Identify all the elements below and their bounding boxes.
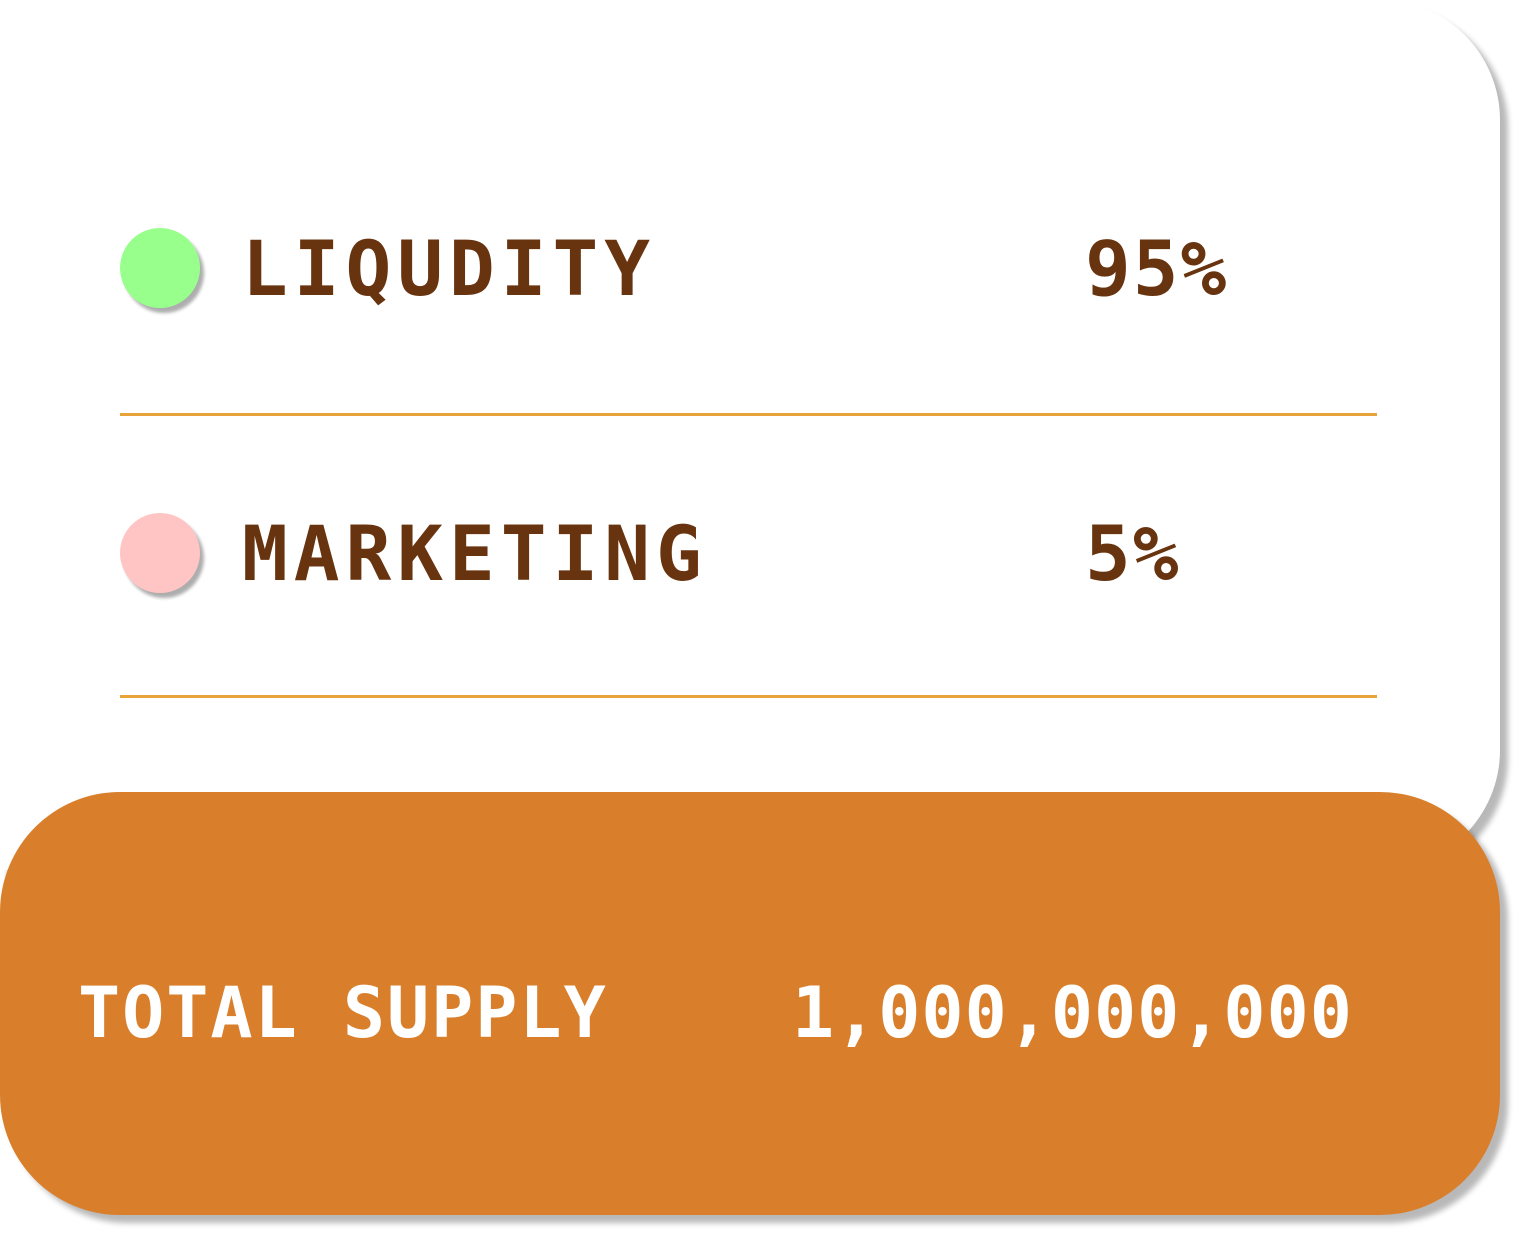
marketing-color-dot: [120, 513, 200, 593]
tokenomics-card: LIQUDITY 95% MARKETING 5%: [120, 224, 1377, 698]
liquidity-color-dot: [120, 228, 200, 308]
tokenomics-row-liquidity: LIQUDITY 95%: [120, 224, 1377, 314]
marketing-label: MARKETING: [242, 509, 708, 598]
divider: [120, 695, 1377, 698]
total-supply-label: TOTAL SUPPLY: [78, 972, 608, 1054]
total-supply-value: 1,000,000,000: [792, 972, 1353, 1054]
total-supply-panel: TOTAL SUPPLY 1,000,000,000: [0, 792, 1500, 1215]
liquidity-percent: 95%: [1085, 224, 1229, 313]
marketing-percent: 5%: [1085, 509, 1181, 598]
liquidity-label: LIQUDITY: [242, 224, 657, 313]
divider: [120, 413, 1377, 416]
tokenomics-row-marketing: MARKETING 5%: [120, 509, 1377, 599]
